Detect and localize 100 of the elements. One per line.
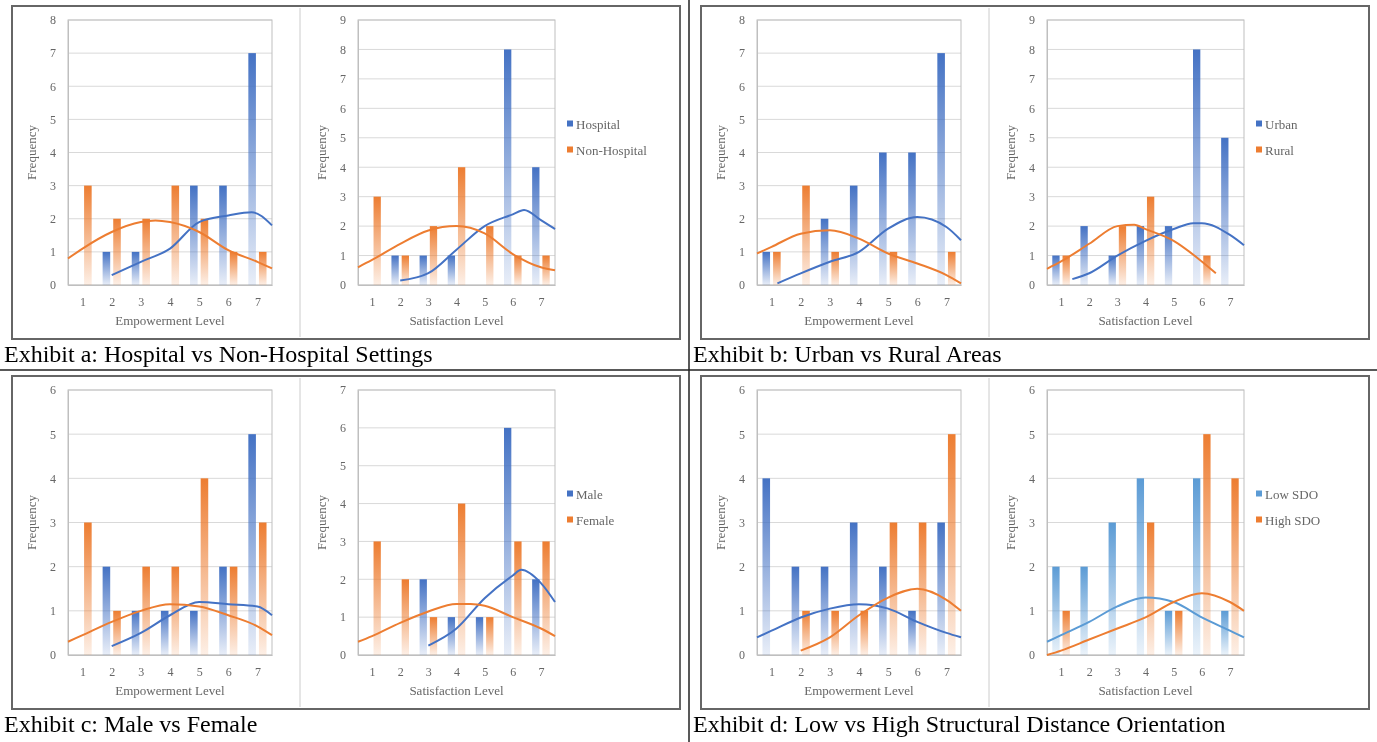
y-tick-label: 1 <box>340 610 346 625</box>
line-series <box>399 208 556 282</box>
y-tick-label: 0 <box>1029 648 1035 663</box>
x-tick-label: 4 <box>454 664 460 679</box>
x-tick-label: 4 <box>856 294 863 309</box>
y-tick-label: 3 <box>739 515 745 530</box>
bar <box>248 434 256 655</box>
bar <box>200 478 209 655</box>
y-tick-label: 1 <box>739 245 745 260</box>
bar <box>219 185 227 285</box>
y-tick-label: 6 <box>739 79 745 94</box>
bar <box>879 152 887 285</box>
bar <box>504 427 512 655</box>
bar <box>401 579 409 655</box>
x-tick-label: 1 <box>1058 664 1065 679</box>
x-tick-label: 6 <box>914 294 921 309</box>
y-tick-label: 3 <box>340 534 346 549</box>
line-series <box>1071 222 1245 281</box>
bar <box>142 566 150 655</box>
bar <box>258 251 267 285</box>
bar <box>84 185 92 285</box>
x-tick-label: 6 <box>510 294 517 309</box>
y-tick-label: 7 <box>340 383 346 398</box>
legend-label: Non-Hospital <box>576 142 648 158</box>
x-tick-label: 2 <box>798 664 805 679</box>
y-tick-label: 4 <box>1029 160 1035 175</box>
bar <box>514 255 522 285</box>
bar <box>1221 137 1229 285</box>
x-tick-label: 7 <box>943 664 950 679</box>
line-series <box>357 602 556 643</box>
x-tick-label: 3 <box>827 664 834 679</box>
y-tick-label: 2 <box>50 560 56 575</box>
x-axis-title: Satisfaction Level <box>409 313 504 328</box>
x-tick-label: 5 <box>482 664 489 679</box>
x-tick-label: 3 <box>425 294 432 309</box>
bar <box>802 185 810 285</box>
y-tick-label: 9 <box>1029 13 1035 28</box>
y-tick-label: 5 <box>50 427 56 442</box>
x-tick-label: 6 <box>225 664 232 679</box>
bar <box>514 541 522 655</box>
x-tick-label: 5 <box>196 664 203 679</box>
bar <box>773 251 781 285</box>
bar <box>1108 522 1116 655</box>
x-tick-label: 5 <box>482 294 489 309</box>
y-tick-label: 6 <box>1029 101 1035 116</box>
y-tick-label: 4 <box>1029 471 1035 486</box>
x-tick-label: 1 <box>769 664 776 679</box>
bar <box>447 255 456 285</box>
y-tick-label: 7 <box>739 46 745 61</box>
y-tick-label: 6 <box>739 383 745 398</box>
bar <box>504 49 512 285</box>
y-tick-label: 3 <box>1029 515 1035 530</box>
y-tick-label: 2 <box>1029 219 1035 234</box>
bar <box>1136 478 1145 655</box>
y-tick-label: 4 <box>340 496 346 511</box>
y-tick-label: 5 <box>1029 131 1035 146</box>
bar <box>542 541 550 655</box>
text: Exhibit a: Hospital vs Non-Hospital Settings <box>4 341 433 367</box>
bar <box>1146 522 1155 655</box>
bar <box>1052 255 1060 285</box>
bar <box>947 251 956 285</box>
text: Exhibit b: Urban vs Rural Areas <box>693 341 1002 367</box>
bar <box>457 503 466 655</box>
y-axis-title: Frequency <box>1003 494 1018 550</box>
x-tick-label: 1 <box>369 294 376 309</box>
x-tick-label: 5 <box>885 664 892 679</box>
bar <box>791 566 800 655</box>
bar <box>831 251 839 285</box>
bar <box>1203 255 1211 285</box>
bar <box>1052 566 1060 655</box>
y-tick-label: 1 <box>739 604 745 619</box>
x-tick-label: 3 <box>425 664 432 679</box>
legend-label: Urban <box>1265 116 1298 132</box>
line-series <box>1046 223 1217 275</box>
y-tick-label: 5 <box>1029 427 1035 442</box>
y-tick-label: 3 <box>50 178 56 193</box>
y-tick-label: 5 <box>739 427 745 442</box>
y-tick-label: 4 <box>340 160 346 175</box>
line-series <box>67 603 273 643</box>
x-tick-label: 1 <box>1058 294 1065 309</box>
bar <box>532 167 540 285</box>
line-series <box>110 601 273 648</box>
y-tick-label: 2 <box>739 560 745 575</box>
x-tick-label: 4 <box>1143 664 1149 679</box>
text: Exhibit d: Low vs High Structural Distance Orientation <box>693 711 1226 737</box>
y-tick-label: 0 <box>739 278 745 293</box>
y-axis-title: Frequency <box>713 494 728 550</box>
line-series <box>110 211 273 277</box>
x-axis-title: Empowerment Level <box>115 313 226 328</box>
bar <box>1164 610 1173 655</box>
bar <box>248 53 256 285</box>
x-tick-label: 6 <box>225 294 232 309</box>
y-tick-label: 0 <box>1029 278 1035 293</box>
y-tick-label: 1 <box>1029 604 1035 619</box>
y-tick-label: 0 <box>739 648 745 663</box>
x-tick-label: 2 <box>798 294 805 309</box>
y-tick-label: 1 <box>1029 248 1035 263</box>
legend-label: Low SDO <box>1265 486 1319 502</box>
bar <box>1175 610 1183 655</box>
y-tick-label: 4 <box>739 471 745 486</box>
